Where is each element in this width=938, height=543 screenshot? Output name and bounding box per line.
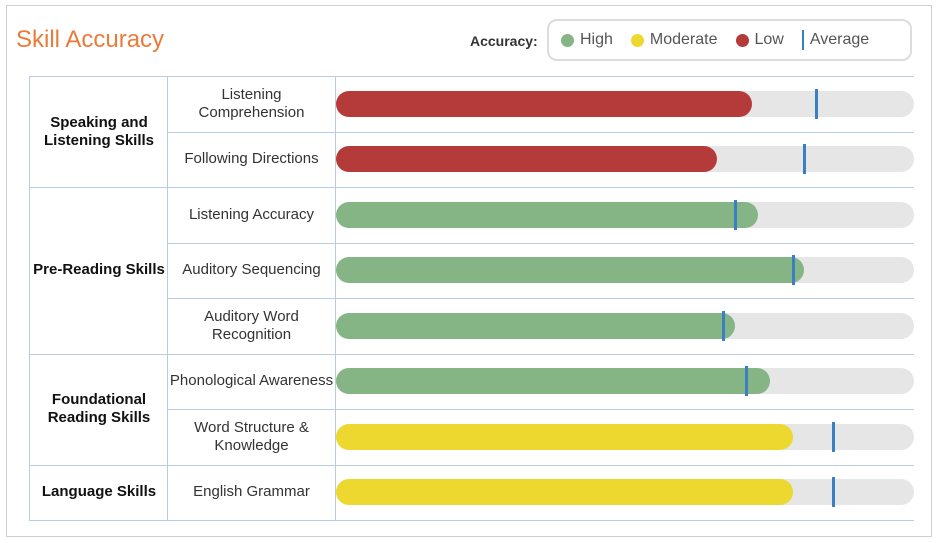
average-marker (814, 88, 818, 119)
bar-track (336, 310, 914, 341)
legend-item-high: High (561, 31, 613, 49)
skill-label: Listening Comprehension (198, 85, 305, 121)
bar-track (336, 366, 914, 397)
row-divider (167, 242, 914, 244)
legend-dot-high (561, 33, 574, 47)
category-label: Foundational Reading Skills (47, 391, 151, 426)
average-marker (803, 144, 807, 175)
grid-line-top (29, 76, 914, 77)
bar-moderate (336, 479, 793, 506)
bar-track (336, 255, 914, 286)
legend-label-moderate: Moderate (649, 31, 718, 48)
average-marker (722, 310, 726, 341)
skill-label: English Grammar (193, 483, 310, 501)
page-title: Skill Accuracy (16, 26, 165, 53)
average-marker (832, 421, 836, 452)
average-marker (832, 477, 836, 508)
bar-track (336, 144, 914, 175)
legend-dot-low (735, 33, 749, 47)
category-label: Language Skills (41, 483, 157, 501)
bar-moderate (336, 423, 793, 450)
legend-label: Accuracy: (470, 33, 538, 49)
legend-label-high: High (580, 31, 613, 48)
bar-track (336, 88, 914, 119)
legend-label-low: Low (754, 31, 784, 48)
legend-item-moderate: Moderate (630, 31, 718, 49)
legend-label-average: Average (809, 31, 870, 48)
average-marker (745, 366, 749, 397)
row-divider (167, 131, 914, 133)
category-divider (29, 520, 914, 521)
skill-label: Auditory Word Recognition (204, 307, 299, 343)
category-divider (29, 353, 914, 355)
legend-item-low: Low (735, 31, 784, 49)
bar-high (336, 201, 758, 228)
bar-high (336, 368, 770, 395)
bar-low (336, 90, 753, 117)
legend-item-average: Average (801, 30, 870, 50)
category-divider (29, 187, 914, 188)
average-marker (791, 255, 795, 286)
legend: High Moderate Low Average (547, 19, 912, 61)
average-marker (733, 199, 737, 230)
skill-label: Phonological Awareness (169, 372, 334, 390)
bar-high (336, 312, 735, 339)
bar-low (336, 146, 718, 173)
bar-track (336, 199, 914, 230)
category-label: Pre-Reading Skills (33, 261, 165, 279)
skill-label: Following Directions (184, 150, 319, 168)
row-divider (167, 298, 914, 299)
bar-track (336, 477, 914, 508)
skill-label: Word Structure & Knowledge (194, 418, 309, 454)
category-label: Speaking and Listening Skills (43, 113, 155, 149)
skill-label: Auditory Sequencing (182, 261, 321, 279)
bar-track (336, 421, 914, 452)
category-divider (29, 464, 914, 466)
legend-dot-moderate (630, 33, 644, 47)
row-divider (167, 409, 914, 410)
grid-vline-0 (29, 76, 30, 520)
legend-average-tick (801, 30, 804, 50)
bar-high (336, 257, 805, 284)
skill-label: Listening Accuracy (188, 205, 315, 223)
